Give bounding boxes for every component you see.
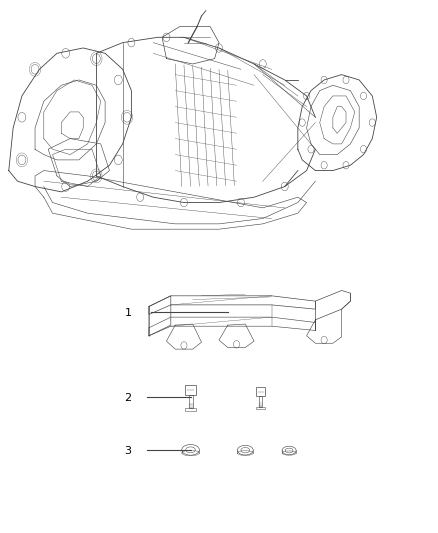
Text: 3: 3: [124, 447, 131, 456]
Text: 1: 1: [124, 308, 131, 318]
Text: 2: 2: [124, 393, 131, 403]
